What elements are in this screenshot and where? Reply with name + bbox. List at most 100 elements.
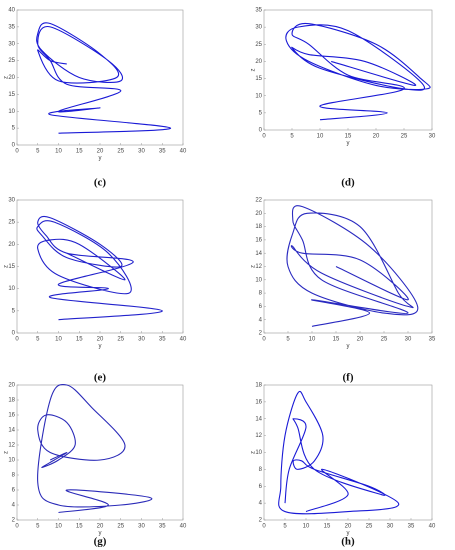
y-tick-label: 2 <box>259 518 263 524</box>
y-tick-label: 14 <box>255 416 262 422</box>
x-tick-label: 40 <box>180 337 187 343</box>
y-tick-label: 10 <box>8 109 15 115</box>
y-tick-label: 20 <box>255 59 262 65</box>
trajectory <box>36 22 172 134</box>
y-tick-label: 18 <box>255 383 262 389</box>
x-tick-label: 25 <box>117 149 124 155</box>
y-tick-label: 22 <box>255 198 262 204</box>
y-tick-label: 25 <box>255 42 262 48</box>
plot-frame <box>16 384 184 521</box>
y-axis-label: z <box>4 451 10 454</box>
y-tick-label: 0 <box>259 128 263 134</box>
trajectory <box>285 22 431 121</box>
x-tick-label: 0 <box>262 134 266 140</box>
y-axis-label: z <box>251 451 257 454</box>
y-tick-label: 30 <box>8 41 15 47</box>
x-tick-label: 20 <box>97 337 104 343</box>
x-tick-label: 20 <box>357 337 364 343</box>
panel-caption: (f) <box>343 372 354 384</box>
x-tick-label: 0 <box>15 149 19 155</box>
panel-caption: (d) <box>341 177 355 189</box>
panel: 0 5 10 15 20 25 30 35 40 0 5 10 15 20 25 30 35 40 y z (c) <box>4 8 187 189</box>
trajectory <box>37 383 153 514</box>
y-tick-label: 5 <box>259 110 263 116</box>
x-tick-label: 15 <box>76 149 83 155</box>
x-tick-label: 25 <box>117 337 124 343</box>
x-tick-label: 40 <box>180 149 187 155</box>
plot-frame <box>16 199 184 334</box>
panel: 0 5 10 15 20 25 30 35 2 4 6 8 10 12 14 16 18 20 22 y z (f) <box>251 198 436 384</box>
plot-frame <box>16 9 184 146</box>
x-tick-label: 25 <box>117 524 124 530</box>
x-tick-label: 10 <box>55 524 62 530</box>
y-tick-label: 8 <box>259 467 263 473</box>
x-tick-label: 30 <box>138 524 145 530</box>
x-tick-label: 30 <box>387 524 394 530</box>
x-tick-label: 20 <box>97 149 104 155</box>
y-tick-label: 35 <box>8 24 15 30</box>
plot-frame <box>263 384 433 521</box>
x-tick-label: 35 <box>429 337 436 343</box>
y-tick-label: 25 <box>8 58 15 64</box>
trajectory <box>36 215 163 321</box>
y-tick-label: 35 <box>255 8 262 14</box>
y-tick-label: 4 <box>12 503 16 509</box>
y-tick-label: 16 <box>8 413 15 419</box>
y-tick-label: 12 <box>8 443 15 449</box>
x-axis-label: y <box>99 156 102 162</box>
y-tick-label: 30 <box>255 25 262 31</box>
x-tick-label: 25 <box>401 134 408 140</box>
y-tick-label: 10 <box>8 458 15 464</box>
x-axis-label: y <box>99 531 102 537</box>
y-axis-label: z <box>251 69 257 72</box>
y-tick-label: 5 <box>12 126 16 132</box>
y-tick-label: 18 <box>255 224 262 230</box>
y-tick-label: 10 <box>8 286 15 292</box>
x-tick-label: 40 <box>429 524 436 530</box>
y-tick-label: 2 <box>12 518 16 524</box>
trajectory <box>286 205 419 327</box>
x-tick-label: 5 <box>290 134 294 140</box>
x-tick-label: 0 <box>262 337 266 343</box>
y-tick-label: 18 <box>8 398 15 404</box>
y-tick-label: 16 <box>255 399 262 405</box>
y-tick-label: 25 <box>8 220 15 226</box>
x-tick-label: 5 <box>36 524 40 530</box>
y-tick-label: 20 <box>8 242 15 248</box>
y-axis-label: z <box>4 76 10 79</box>
x-tick-label: 30 <box>405 337 412 343</box>
x-axis-label: y <box>99 344 102 350</box>
y-tick-label: 2 <box>259 331 263 337</box>
x-tick-label: 10 <box>303 524 310 530</box>
x-tick-label: 35 <box>408 524 415 530</box>
x-axis-label: y <box>347 344 350 350</box>
panel: 0 5 10 15 20 25 30 35 40 2 4 6 8 10 12 14 16 18 y z (h) <box>251 383 436 548</box>
x-tick-label: 10 <box>317 134 324 140</box>
x-tick-label: 15 <box>76 337 83 343</box>
x-tick-label: 5 <box>286 337 290 343</box>
panel: 0 5 10 15 20 25 30 0 5 10 15 20 25 30 35 y z (d) <box>251 8 436 189</box>
x-tick-label: 10 <box>309 337 316 343</box>
y-axis-label: z <box>251 265 257 268</box>
x-tick-label: 15 <box>324 524 331 530</box>
x-tick-label: 30 <box>138 149 145 155</box>
y-tick-label: 15 <box>8 92 15 98</box>
y-tick-label: 10 <box>255 93 262 99</box>
panel-caption: (c) <box>94 177 107 189</box>
y-tick-label: 4 <box>259 501 263 507</box>
x-tick-label: 25 <box>366 524 373 530</box>
panel-caption: (g) <box>94 536 107 548</box>
y-tick-label: 20 <box>255 211 262 217</box>
x-tick-label: 30 <box>429 134 436 140</box>
x-tick-label: 5 <box>283 524 287 530</box>
y-tick-label: 20 <box>8 75 15 81</box>
x-tick-label: 0 <box>15 337 19 343</box>
x-tick-label: 15 <box>76 524 83 530</box>
y-tick-label: 6 <box>259 484 263 490</box>
y-tick-label: 6 <box>259 304 263 310</box>
y-tick-label: 8 <box>12 473 16 479</box>
x-tick-label: 35 <box>159 337 166 343</box>
y-tick-label: 40 <box>8 8 15 14</box>
